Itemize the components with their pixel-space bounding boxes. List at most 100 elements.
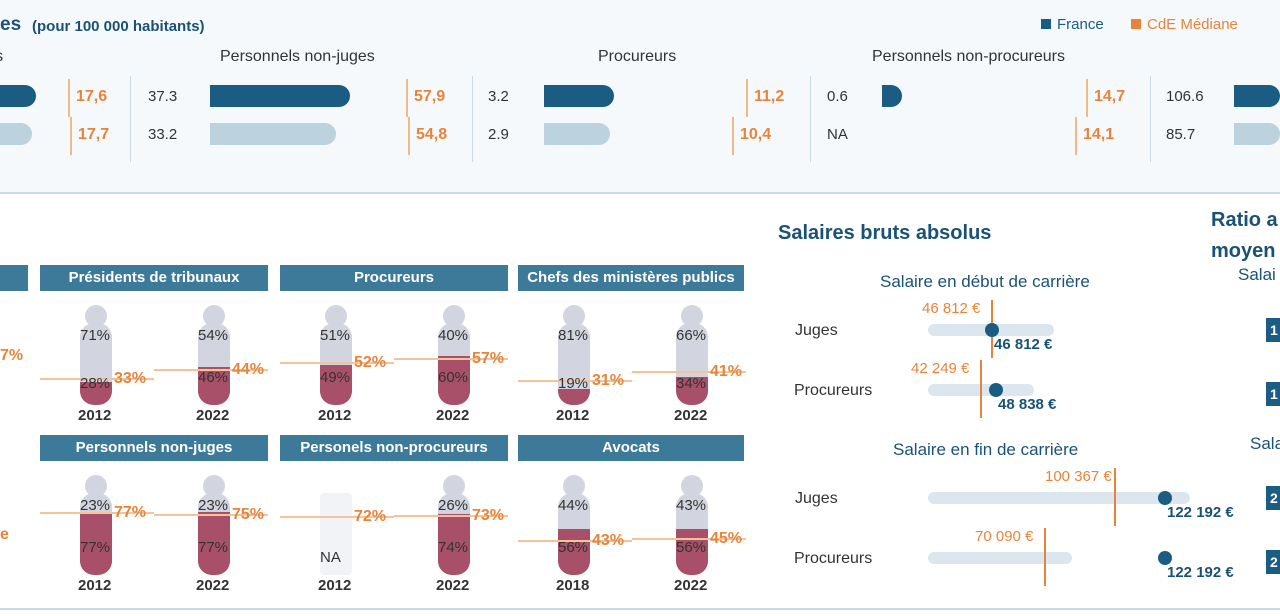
france-value: 37.3 [148,88,178,105]
men-percent: 44% [558,497,589,514]
salary-row-label: Juges [795,490,838,507]
ratio-box-1: 1 [1266,318,1280,342]
france-value: 2.9 [488,126,509,143]
men-percent: 26% [438,497,469,514]
median-tick [1044,528,1046,586]
section-subtitle: (pour 100 000 habitants) [32,18,205,35]
column-separator [472,76,473,162]
women-percent: 77% [198,539,229,556]
bar-median-row [210,123,336,145]
person-figure [436,305,472,405]
legend-france-label: France [1057,16,1104,33]
median-percent: 72% [354,508,387,525]
france-dot [989,383,1003,397]
legend-median-label: CdE Médiane [1147,16,1238,33]
panel-title: Chefs des ministères publics [518,265,744,291]
figure-body [558,323,590,405]
women-fill [198,367,230,405]
median-percent: 77% [114,504,147,521]
figure-body [198,323,230,405]
figure-body [676,493,708,575]
women-fill [320,365,352,405]
figure-body-na [320,493,352,575]
left-fragment-e: e [0,526,9,543]
year-label: 2012 [318,407,352,424]
panel-title: Personnels non-juges [40,435,268,461]
figure-body [198,493,230,575]
bar-france [882,85,902,107]
median-tick [1086,79,1088,117]
ratio-title-line2: moyen [1211,240,1276,262]
person-figure [196,475,232,575]
france-salary: 122 192 € [1167,564,1234,581]
women-fill [80,382,112,405]
france-value: 85.7 [1166,126,1196,143]
france-dot [1158,491,1172,505]
figure-head [563,305,585,327]
women-percent: NA [320,549,341,566]
panel-title: Avocats [518,435,744,461]
ratio-box-4: 2 [1266,550,1280,574]
women-percent: 46% [198,369,229,386]
person-figure [556,475,592,575]
median-percent: 73% [472,507,505,524]
france-dot [985,323,999,337]
figure-head [681,475,703,497]
median-tick [980,360,982,418]
person-figure [78,475,114,575]
bottom-divider [0,608,1280,610]
women-percent: 74% [438,539,469,556]
figure-head [443,475,465,497]
median-percent: 75% [232,506,265,523]
left-fragment-pct: 7% [0,347,24,364]
france-dot [1158,551,1172,565]
women-percent: 56% [558,539,589,556]
france-value: 33.2 [148,126,178,143]
women-percent: 19% [558,375,589,392]
france-salary: 48 838 € [998,396,1057,413]
france-value: 0.6 [827,88,848,105]
year-label: 2012 [556,407,590,424]
median-percent: 44% [232,361,265,378]
median-line [518,380,632,382]
women-percent: 49% [320,369,351,386]
column-separator [810,76,811,162]
column-header: onnels [0,48,3,66]
panel-title: Personels non-procureurs [280,435,508,461]
ratio-box-2: 1 [1266,382,1280,406]
women-fill [676,377,708,405]
median-tick [732,117,734,155]
median-line [394,515,508,517]
salary-row-label: Procureurs [794,382,873,399]
column-separator [130,76,131,162]
panel-title: Présidents de tribunaux [40,265,268,291]
figure-head [85,475,107,497]
person-figure [318,305,354,405]
figure-head [443,305,465,327]
median-tick [68,79,70,117]
salary-title: Salaires bruts absolus [778,222,992,244]
france-salary: 122 192 € [1167,504,1234,521]
year-label: 2012 [318,577,352,594]
median-line [280,516,394,518]
women-fill [558,389,590,405]
ratio-box-3: 2 [1266,486,1280,510]
median-tick [408,117,410,155]
bar-median-row [544,123,610,145]
median-value: 14,1 [1083,126,1115,143]
person-figure [674,305,710,405]
ratio-title-line1: Ratio a [1211,209,1278,231]
median-value: 17,6 [76,88,108,105]
median-percent: 57% [472,350,505,367]
france-value: 3.2 [488,88,509,105]
median-percent: 33% [114,370,147,387]
median-tick [406,79,408,117]
men-percent: 51% [320,327,351,344]
salary-row-label: Juges [795,322,838,339]
women-percent: 34% [676,375,707,392]
figure-body [438,493,470,575]
figure-head [85,305,107,327]
median-line [632,371,746,373]
median-percent: 52% [354,354,387,371]
median-line [518,540,632,542]
